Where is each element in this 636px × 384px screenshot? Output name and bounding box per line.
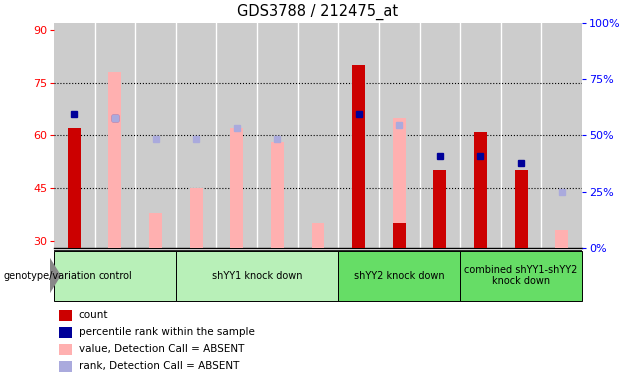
Bar	[59, 344, 72, 355]
Bar	[338, 23, 379, 248]
Bar	[392, 118, 406, 248]
Bar	[352, 118, 365, 248]
Text: percentile rank within the sample: percentile rank within the sample	[79, 328, 254, 338]
Text: genotype/variation: genotype/variation	[3, 270, 96, 281]
Text: shYY1 knock down: shYY1 knock down	[212, 270, 302, 281]
Text: count: count	[79, 310, 108, 321]
Bar	[433, 170, 446, 248]
Bar	[379, 23, 420, 248]
Bar	[460, 23, 501, 248]
Bar	[515, 170, 527, 248]
Bar	[230, 128, 244, 248]
Bar	[460, 251, 582, 301]
Bar	[59, 361, 72, 372]
Bar	[216, 23, 257, 248]
Bar	[474, 132, 487, 248]
Text: combined shYY1-shYY2
knock down: combined shYY1-shYY2 knock down	[464, 265, 577, 286]
Bar	[555, 230, 568, 248]
Bar	[501, 23, 541, 248]
Bar	[352, 65, 365, 248]
Text: shYY2 knock down: shYY2 knock down	[354, 270, 445, 281]
Bar	[135, 23, 176, 248]
Bar	[149, 213, 162, 248]
Bar	[68, 128, 81, 248]
Text: control: control	[98, 270, 132, 281]
Text: value, Detection Call = ABSENT: value, Detection Call = ABSENT	[79, 344, 244, 354]
Bar	[420, 23, 460, 248]
Bar	[190, 188, 203, 248]
Bar	[338, 251, 460, 301]
Bar	[271, 142, 284, 248]
Bar	[392, 223, 406, 248]
Bar	[54, 23, 95, 248]
Bar	[95, 23, 135, 248]
Bar	[176, 23, 216, 248]
Bar	[176, 251, 338, 301]
Bar	[312, 223, 324, 248]
Bar	[298, 23, 338, 248]
Bar	[54, 251, 176, 301]
Bar	[257, 23, 298, 248]
Bar	[541, 23, 582, 248]
Polygon shape	[50, 257, 61, 294]
Text: rank, Detection Call = ABSENT: rank, Detection Call = ABSENT	[79, 361, 239, 371]
Title: GDS3788 / 212475_at: GDS3788 / 212475_at	[237, 4, 399, 20]
Bar	[109, 72, 121, 248]
Bar	[59, 327, 72, 338]
Bar	[59, 310, 72, 321]
